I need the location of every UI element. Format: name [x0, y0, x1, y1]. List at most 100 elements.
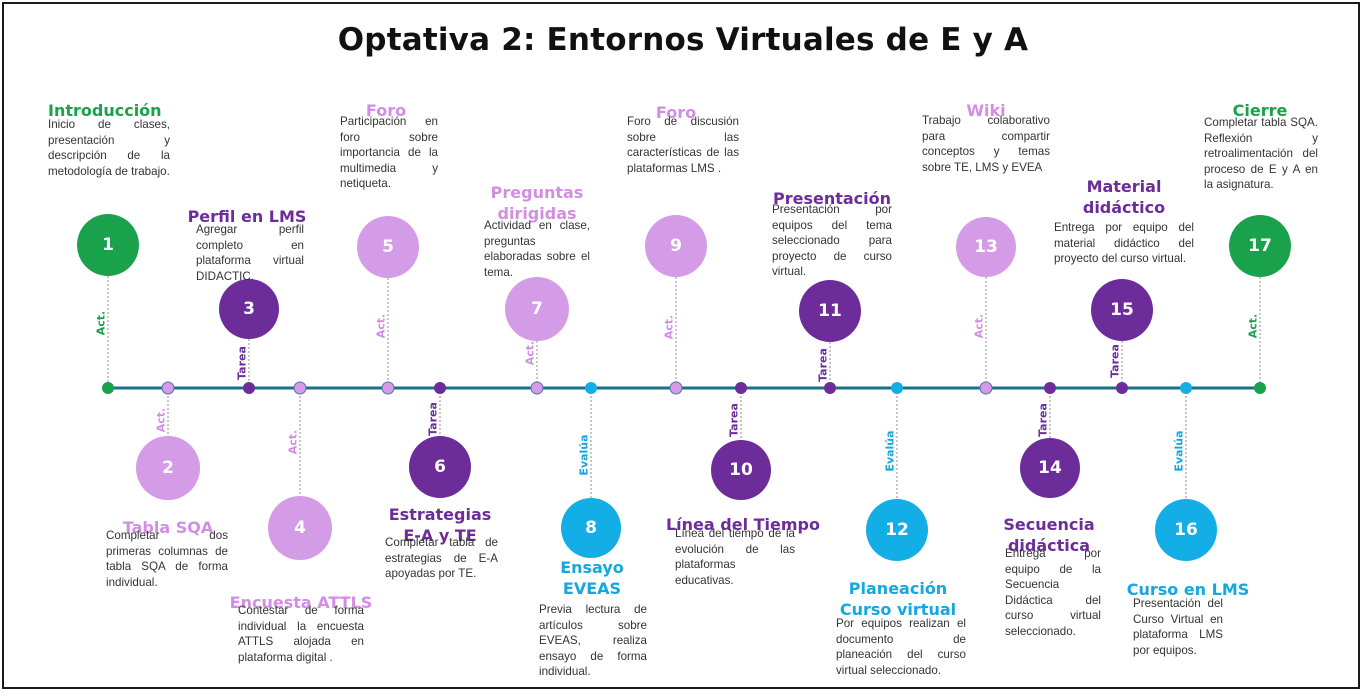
- timeline-dot-9: [669, 381, 683, 395]
- timeline-dot-5: [381, 381, 395, 395]
- step-description-3: Agregar perfil completo en plataforma vi…: [196, 223, 304, 283]
- step-description-13: Trabajo colaborativo para compartir conc…: [922, 114, 1050, 174]
- step-title-line: Material: [1086, 177, 1162, 196]
- timeline-dot-12: [891, 382, 903, 394]
- step-type-label-5: Act.: [374, 313, 388, 339]
- step-node-16: 16: [1155, 499, 1217, 561]
- step-node-8: 8: [561, 498, 621, 558]
- step-title-16: Curso en LMS: [1126, 580, 1250, 599]
- step-node-6: 6: [409, 436, 471, 498]
- step-type-label-14: Tarea: [1036, 403, 1050, 437]
- page-title: Optativa 2: Entornos Virtuales de E y A: [337, 22, 1029, 58]
- step-node-10: 10: [711, 440, 771, 500]
- timeline-dot-13: [979, 381, 993, 395]
- step-type-label-10: Tarea: [727, 403, 741, 437]
- step-description-10: Línea del tiempo de la evolución de las …: [675, 527, 795, 587]
- step-title-line: EVEAS: [562, 579, 622, 598]
- timeline-dot-1: [102, 382, 114, 394]
- timeline-dot-16: [1180, 382, 1192, 394]
- step-description-2: Completar dos primeras columnas de tabla…: [106, 529, 228, 589]
- step-node-11: 11: [799, 280, 861, 342]
- step-node-4: 4: [268, 496, 332, 560]
- step-type-label-9: Act.: [662, 314, 676, 340]
- step-title-line: Planeación: [848, 579, 948, 598]
- step-node-1: 1: [77, 214, 139, 276]
- step-title-9: Foro: [655, 103, 697, 122]
- step-title-line: dirigidas: [497, 204, 577, 223]
- step-type-label-1: Act.: [94, 310, 108, 336]
- step-title-4: Encuesta ATTLS: [229, 593, 373, 612]
- step-type-label-6: Tarea: [426, 402, 440, 436]
- timeline-dot-2: [161, 381, 175, 395]
- step-type-label-3: Tarea: [235, 346, 249, 380]
- step-type-label-17: Act.: [1246, 313, 1260, 339]
- step-title-6: Estrategias E-A y TE: [340, 504, 540, 546]
- step-description-7: Actividad en clase, preguntas elaboradas…: [484, 219, 590, 279]
- step-node-14: 14: [1020, 438, 1080, 498]
- step-description-16: Presentación del Curso Virtual en plataf…: [1133, 597, 1223, 657]
- step-type-label-7: Act.: [523, 340, 537, 366]
- step-title-line: didáctica: [1007, 536, 1091, 555]
- step-title-13: Wiki: [966, 101, 1006, 120]
- step-node-13: 13: [956, 217, 1016, 277]
- step-type-label-8: Evalúa: [577, 434, 591, 476]
- step-node-9: 9: [645, 215, 707, 277]
- timeline-dot-17: [1254, 382, 1266, 394]
- timeline-dot-4: [293, 381, 307, 395]
- step-description-6: Completar tabla de estrategias de E-A ap…: [385, 536, 498, 581]
- step-title-line: Estrategias: [388, 505, 492, 524]
- step-type-label-11: Tarea: [816, 348, 830, 382]
- step-description-17: Completar tabla SQA. Reflexión y retroal…: [1204, 116, 1318, 192]
- step-node-3: 3: [219, 279, 279, 339]
- step-title-12: Planeación Curso virtual: [798, 578, 998, 620]
- step-title-14: Secuencia didáctica: [949, 514, 1149, 556]
- step-node-17: 17: [1229, 215, 1291, 277]
- step-description-15: Entrega por equipo del material didáctic…: [1054, 221, 1194, 266]
- step-title-7: Preguntas dirigidas: [437, 182, 637, 224]
- step-type-label-15: Tarea: [1108, 344, 1122, 378]
- timeline-dot-10: [735, 382, 747, 394]
- step-description-12: Por equipos realizan el documento de pla…: [836, 617, 966, 677]
- step-title-line: Curso virtual: [839, 600, 957, 619]
- timeline-dot-11: [824, 382, 836, 394]
- timeline-dot-15: [1116, 382, 1128, 394]
- step-type-label-4: Act.: [286, 429, 300, 455]
- step-title-8: Ensayo EVEAS: [492, 557, 692, 599]
- step-node-12: 12: [866, 499, 928, 561]
- timeline-dot-7: [530, 381, 544, 395]
- step-title-line: didáctico: [1082, 198, 1166, 217]
- timeline-dot-14: [1044, 382, 1056, 394]
- step-description-4: Contestar de forma individual la encuest…: [238, 604, 364, 664]
- step-title-3: Perfil en LMS: [187, 207, 307, 226]
- step-node-15: 15: [1091, 279, 1153, 341]
- timeline-dot-3: [243, 382, 255, 394]
- timeline-dot-8: [585, 382, 597, 394]
- step-title-line: Secuencia: [1003, 515, 1095, 534]
- step-title-5: Foro: [365, 101, 407, 120]
- step-description-9: Foro de discusión sobre las característi…: [627, 115, 739, 175]
- timeline-dot-6: [434, 382, 446, 394]
- step-type-label-16: Evalúa: [1172, 430, 1186, 472]
- step-title-1: Introducción: [48, 101, 162, 120]
- step-title-2: Tabla SQA: [122, 518, 214, 537]
- step-title-line: E-A y TE: [403, 526, 477, 545]
- step-title-10: Línea del Tiempo: [665, 515, 820, 534]
- step-node-5: 5: [357, 216, 419, 278]
- step-type-label-2: Act.: [154, 407, 168, 433]
- step-title-17: Cierre: [1232, 101, 1288, 120]
- step-description-5: Participación en foro sobre importancia …: [340, 115, 438, 191]
- step-description-11: Presentación por equipos del tema selecc…: [772, 203, 892, 279]
- step-description-1: Inicio de clases, presentación y descrip…: [48, 118, 170, 178]
- step-node-2: 2: [136, 436, 200, 500]
- step-description-14: Entrega por equipo de la Secuencia Didác…: [1005, 547, 1101, 638]
- step-description-8: Previa lectura de artículos sobre EVEAS,…: [539, 603, 647, 679]
- step-title-line: Ensayo: [560, 558, 624, 577]
- step-type-label-13: Act.: [972, 313, 986, 339]
- step-title-11: Presentación: [772, 189, 892, 208]
- step-node-7: 7: [505, 277, 569, 341]
- step-title-line: Preguntas: [490, 183, 584, 202]
- step-title-15: Material didáctico: [1024, 176, 1224, 218]
- step-type-label-12: Evalúa: [883, 430, 897, 472]
